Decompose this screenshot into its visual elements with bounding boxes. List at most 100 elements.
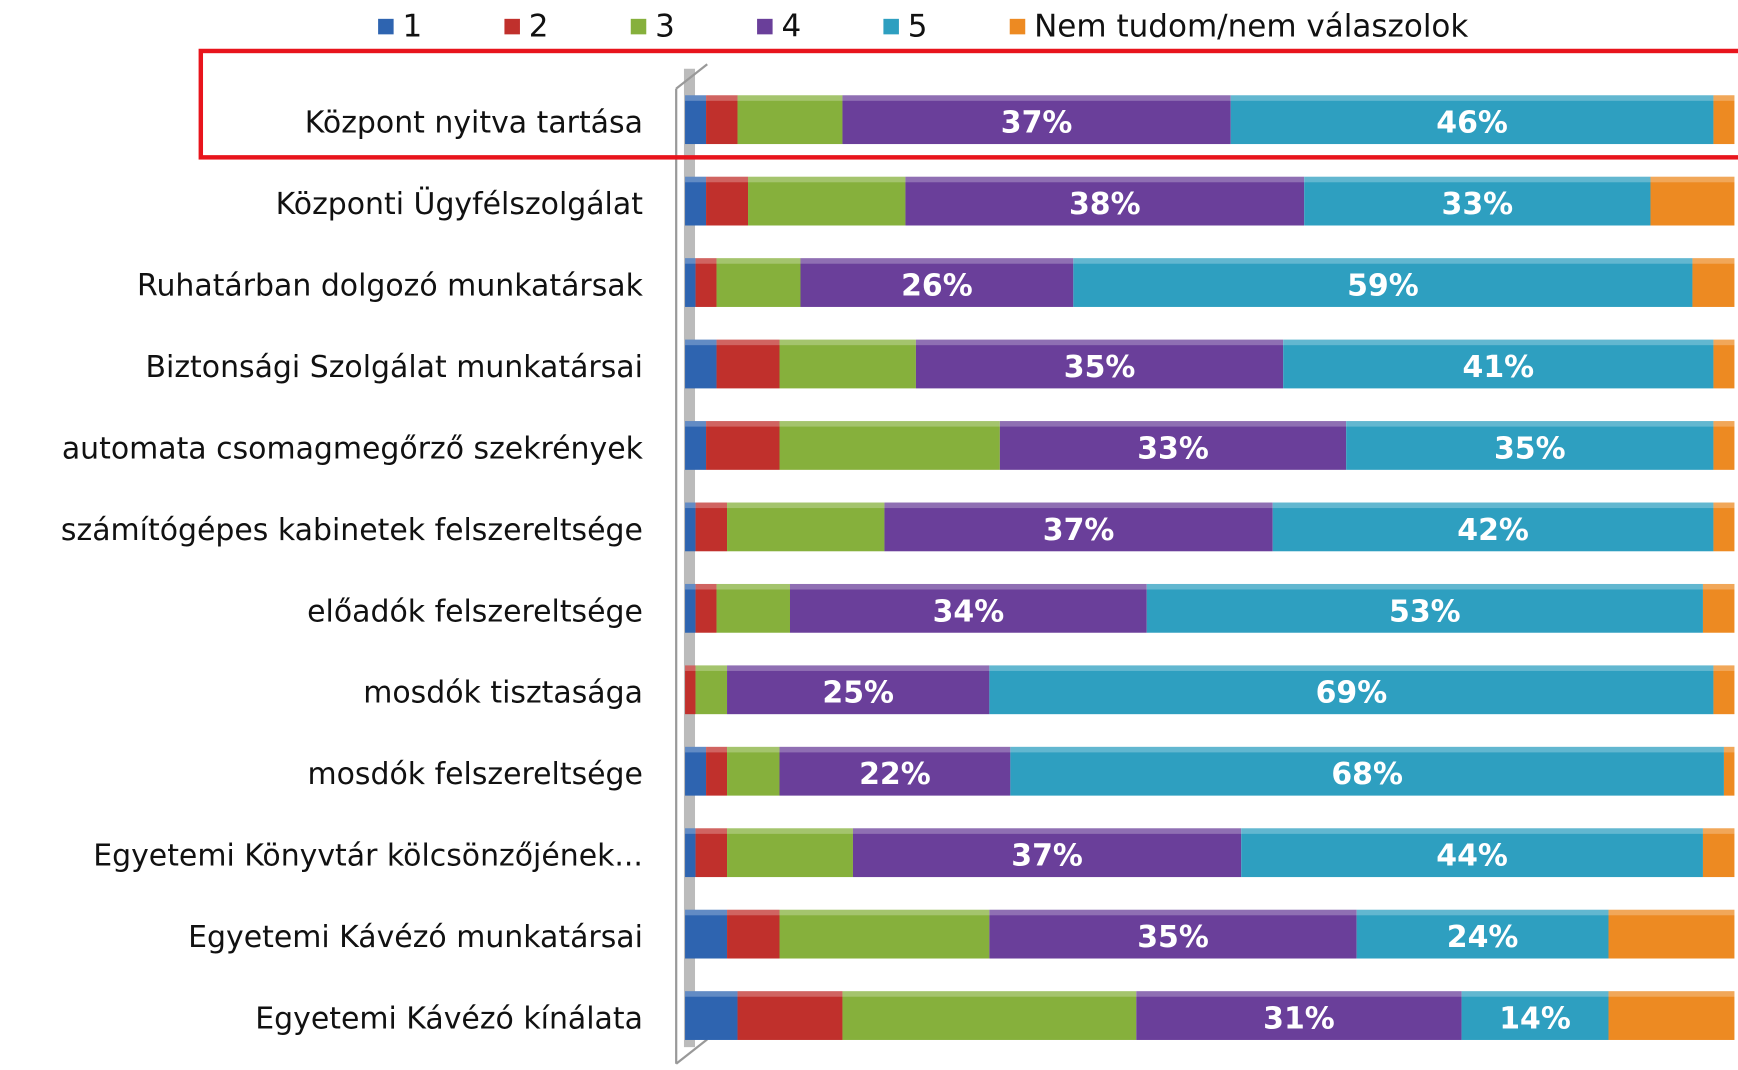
bar-segment: [685, 95, 707, 145]
bar-segment: [1650, 176, 1735, 226]
bar-segment: [685, 909, 728, 959]
bar-segment: [1713, 502, 1735, 552]
legend-swatch: [378, 18, 394, 35]
category-label: előadók felszereltsége: [307, 594, 643, 629]
bar-segment: [716, 339, 780, 389]
bar-segment: [1692, 258, 1735, 307]
bar-segment: [1241, 828, 1703, 878]
category-label: mosdók tisztasága: [363, 676, 643, 711]
bar-segment: [779, 339, 916, 389]
bar-shine: [685, 95, 1735, 101]
bar-segment: [685, 176, 707, 226]
category-label: Egyetemi Könyvtár kölcsönzőjének...: [93, 839, 643, 874]
value-label: 35%: [1064, 350, 1136, 385]
bar-segment: [727, 746, 780, 796]
bar-segment: [842, 95, 1231, 145]
bar-shine: [685, 828, 1735, 834]
bar-shine: [685, 421, 1735, 427]
value-label: 34%: [933, 594, 1005, 629]
bar-segment: [1702, 583, 1735, 633]
bar-segment: [989, 665, 1714, 715]
bar-shine: [685, 176, 1735, 183]
bar-segment: [706, 421, 780, 470]
bar-segment: [695, 828, 728, 878]
bar-segment: [737, 95, 843, 145]
bar-shine: [685, 746, 1735, 753]
bar-segment: [1461, 991, 1609, 1040]
bar-segment: [716, 258, 801, 307]
bar-segment: [706, 176, 749, 226]
bar-segment: [789, 583, 1147, 633]
bar-segment: [685, 991, 738, 1040]
bar-segment: [1304, 176, 1651, 226]
bar-segment: [727, 502, 885, 552]
bar-segment: [727, 665, 990, 715]
bar-segment: [1713, 421, 1735, 470]
legend-label: 4: [781, 9, 801, 45]
legend-swatch: [630, 18, 647, 35]
bar-segment: [1713, 95, 1735, 145]
bar-segment: [1713, 339, 1735, 389]
axis-wall-bottom: [675, 1038, 708, 1065]
bar-segment: [1356, 909, 1609, 959]
value-label: 33%: [1442, 187, 1514, 222]
bar-segment: [779, 909, 990, 959]
category-label: automata csomagmegőrző szekrények: [62, 431, 644, 466]
legend-swatch: [1009, 18, 1026, 35]
bar-segment: [1146, 583, 1703, 633]
value-label: 37%: [1043, 513, 1115, 548]
bar-segment: [999, 421, 1347, 470]
bar-segment: [842, 991, 1137, 1040]
bar-segment: [1230, 95, 1714, 145]
legend-swatch: [883, 18, 899, 35]
value-label: 46%: [1436, 106, 1508, 141]
category-label: Egyetemi Kávézó munkatársai: [188, 920, 643, 955]
bar-segment: [1272, 502, 1714, 552]
bar-segment: [695, 502, 728, 552]
category-label: Központ nyitva tartása: [305, 106, 643, 141]
bar-segment: [685, 258, 696, 307]
bar-segment: [685, 665, 696, 715]
legend-label: 2: [529, 9, 549, 45]
value-label: 22%: [859, 757, 931, 792]
bar-segment: [748, 176, 906, 226]
bar-segment: [800, 258, 1074, 307]
bar-segment: [685, 583, 696, 633]
value-label: 44%: [1436, 839, 1508, 874]
bar-segment: [685, 746, 707, 796]
bar-segment: [1723, 746, 1735, 796]
bar-segment: [695, 258, 717, 307]
value-label: 35%: [1137, 920, 1209, 955]
bar-segment: [685, 502, 696, 552]
bar-segment: [1283, 339, 1714, 389]
bar-segment: [779, 746, 1011, 796]
value-label: 25%: [822, 676, 894, 711]
value-label: 42%: [1457, 513, 1529, 548]
value-label: 26%: [901, 269, 973, 304]
bar-shine: [685, 991, 1735, 997]
bar-segment: [727, 828, 853, 878]
value-label: 35%: [1494, 431, 1566, 466]
highlight-box: [198, 48, 1738, 160]
value-label: 33%: [1137, 431, 1209, 466]
category-label: számítógépes kabinetek felszereltsége: [61, 513, 643, 548]
bar-segment: [685, 421, 707, 470]
bar-segment: [737, 991, 843, 1040]
legend-label: 3: [655, 9, 675, 45]
value-label: 69%: [1316, 676, 1388, 711]
axis-wall-top: [675, 63, 708, 90]
bar-shine: [685, 502, 1735, 509]
bar-segment: [1346, 421, 1714, 470]
bar-segment: [685, 339, 717, 389]
bar-segment: [779, 421, 1000, 470]
bar-segment: [706, 95, 738, 145]
bar-segment: [685, 828, 696, 878]
value-label: 41%: [1463, 350, 1535, 385]
bar-segment: [1608, 991, 1735, 1040]
bar-shine: [685, 909, 1735, 916]
bar-segment: [1702, 828, 1735, 878]
value-label: 37%: [1011, 839, 1083, 874]
value-label: 59%: [1347, 269, 1419, 304]
legend-label: Nem tudom/nem válaszolok: [1034, 9, 1468, 45]
